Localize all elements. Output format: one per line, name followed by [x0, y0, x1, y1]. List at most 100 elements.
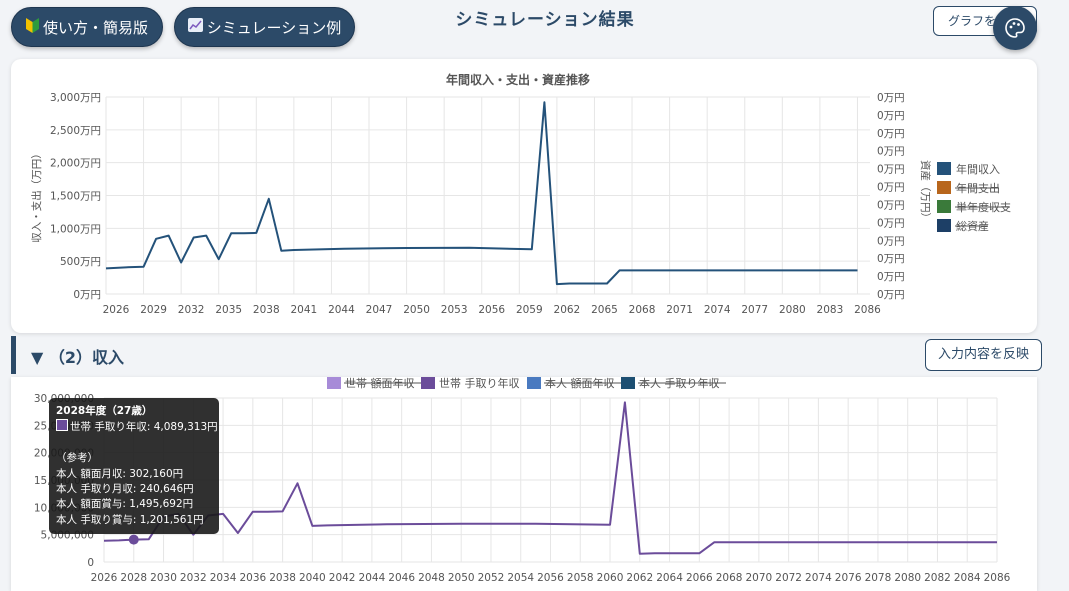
x-tick-label: 2044	[359, 572, 386, 584]
y2-tick-label: 0万円	[877, 146, 905, 158]
legend-swatch	[527, 377, 541, 389]
howto-label: 使い方・簡易版	[42, 18, 148, 37]
y-tick-label: 2,500万円	[50, 125, 101, 137]
x-tick-label: 2080	[779, 304, 806, 316]
x-tick-label: 2026	[91, 572, 118, 584]
x-tick-label: 2060	[597, 572, 624, 584]
x-tick-label: 2035	[215, 304, 242, 316]
x-tick-label: 2074	[704, 304, 731, 316]
x-tick-label: 2040	[299, 572, 326, 584]
y2-tick-label: 0万円	[877, 164, 905, 176]
x-tick-label: 2065	[591, 304, 618, 316]
chart-icon	[187, 18, 203, 36]
legend-label: 年間収入	[956, 162, 1000, 176]
x-tick-label: 2046	[388, 572, 415, 584]
y-tick-label: 500万円	[60, 256, 101, 268]
chart1-title: 年間収入・支出・資産推移	[445, 73, 590, 87]
series-line-annual-income	[105, 101, 858, 286]
legend-swatch	[621, 377, 635, 389]
y2-tick-label: 0万円	[877, 253, 905, 265]
x-tick-label: 2072	[775, 572, 802, 584]
y2-tick-label: 0万円	[877, 110, 905, 122]
x-tick-label: 2068	[716, 572, 743, 584]
legend-swatch	[937, 162, 951, 175]
tooltip-ref: （参考）	[56, 452, 98, 465]
x-tick-label: 2050	[448, 572, 475, 584]
x-tick-label: 2062	[554, 304, 581, 316]
y2-tick-label: 0万円	[877, 271, 905, 283]
y-tick-label: 0	[87, 557, 94, 569]
theme-palette-button[interactable]	[993, 6, 1037, 50]
x-tick-label: 2064	[656, 572, 683, 584]
y-tick-label: 3,000万円	[50, 92, 101, 104]
x-tick-label: 2053	[441, 304, 468, 316]
x-tick-label: 2030	[150, 572, 177, 584]
income-expense-asset-chart: 2026 2029 2032 2035 2038 2041 2044 2047 2050 2053…	[30, 92, 1011, 316]
series-swatch	[56, 419, 68, 432]
y-tick-label: 0万円	[73, 289, 101, 301]
tooltip-line: 本人 手取り賞与: 1,201,561円	[56, 513, 204, 526]
y2-tick-label: 0万円	[877, 289, 905, 301]
x-tick-label: 2071	[666, 304, 693, 316]
x-tick-label: 2038	[253, 304, 280, 316]
x-tick-label: 2058	[567, 572, 594, 584]
x-tick-label: 2068	[629, 304, 656, 316]
x-tick-label: 2034	[210, 572, 237, 584]
tooltip-line: 本人 額面賞与: 1,495,692円	[56, 498, 194, 511]
y2-tick-label: 0万円	[877, 217, 905, 229]
x-tick-label: 2036	[239, 572, 266, 584]
chart-tooltip: 2028年度（27歳） 世帯 手取り年収: 4,089,313円 （参考） 本人…	[49, 398, 219, 534]
y-axis-label: 収入・支出（万円）	[30, 148, 43, 243]
x-tick-label: 2086	[854, 304, 881, 316]
x-tick-label: 2044	[328, 304, 355, 316]
y2-tick-label: 0万円	[877, 128, 905, 140]
legend-swatch	[937, 219, 951, 232]
y-tick-label: 1,500万円	[50, 191, 101, 203]
y-tick-label: 2,000万円	[50, 158, 101, 170]
legend-swatch	[937, 181, 951, 194]
highlight-point	[128, 534, 139, 545]
graph-button-label: グラフを	[948, 14, 997, 28]
x-tick-label: 2047	[366, 304, 393, 316]
howto-button[interactable]: 使い方・簡易版	[11, 7, 163, 47]
tooltip-line: 本人 手取り月収: 240,646円	[56, 483, 194, 496]
x-tick-label: 2041	[291, 304, 318, 316]
x-tick-label: 2026	[103, 304, 130, 316]
x-tick-label: 2050	[403, 304, 430, 316]
x-tick-label: 2062	[626, 572, 653, 584]
x-tick-label: 2076	[835, 572, 862, 584]
simulation-example-label: シミュレーション例	[206, 18, 342, 37]
income-section-header: ▼ （2）収入 入力内容を反映	[11, 336, 1042, 374]
y2-tick-label: 0万円	[877, 235, 905, 247]
x-tick-label: 2032	[178, 304, 205, 316]
x-tick-label: 2059	[516, 304, 543, 316]
y2-tick-label: 0万円	[877, 182, 905, 194]
legend-label: 世帯 手取り年収	[439, 376, 520, 390]
section-title[interactable]: ▼ （2）収入	[31, 348, 125, 367]
y-tick-label: 1,000万円	[50, 223, 101, 235]
x-tick-label: 2080	[894, 572, 921, 584]
x-tick-label: 2084	[954, 572, 981, 584]
x-tick-label: 2029	[140, 304, 167, 316]
x-tick-label: 2077	[741, 304, 768, 316]
x-tick-label: 2066	[686, 572, 713, 584]
page-title: シミュレーション結果	[455, 10, 635, 30]
legend-swatch	[937, 200, 951, 213]
y2-tick-label: 0万円	[877, 199, 905, 211]
tooltip-title: 2028年度（27歳）	[56, 405, 153, 417]
x-tick-label: 2056	[537, 572, 564, 584]
palette-icon	[1005, 18, 1025, 38]
x-tick-label: 2054	[507, 572, 534, 584]
apply-input-button[interactable]: 入力内容を反映	[925, 339, 1042, 371]
x-tick-label: 2074	[805, 572, 832, 584]
simulation-example-button[interactable]: シミュレーション例	[174, 7, 355, 47]
x-tick-label: 2052	[478, 572, 505, 584]
legend-swatch	[421, 377, 435, 389]
x-tick-label: 2038	[269, 572, 296, 584]
tooltip-line: 本人 額面月収: 302,160円	[56, 467, 184, 480]
y2-axis-label: 資産（万円）	[919, 160, 932, 223]
beginner-mark-icon	[25, 17, 39, 37]
x-tick-label: 2028	[120, 572, 147, 584]
x-tick-label: 2056	[478, 304, 505, 316]
x-tick-label: 2078	[865, 572, 892, 584]
